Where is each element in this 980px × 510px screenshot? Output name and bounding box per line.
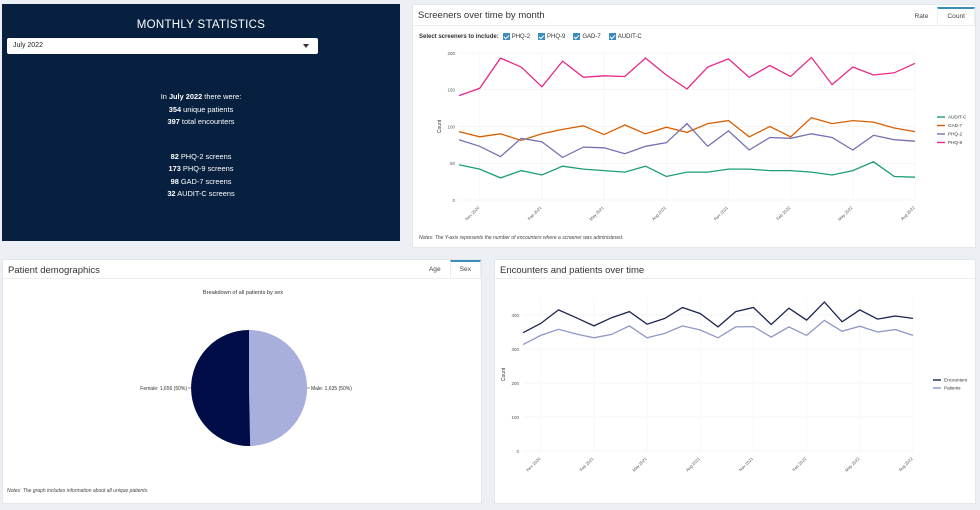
x-tick-label: May 2022 — [837, 205, 854, 222]
tab-sex[interactable]: Sex — [449, 260, 481, 279]
x-tick-label: Aug 2021 — [685, 456, 702, 473]
y-tick-label: 150 — [447, 88, 455, 93]
screeners-note: Notes: The Y-axis represents the number … — [419, 235, 624, 241]
month-select-value: July 2022 — [13, 42, 43, 49]
x-tick-label: Nov 2021 — [713, 205, 730, 222]
legend-label: Patients — [944, 386, 961, 391]
series-line-encounters — [522, 301, 914, 334]
stat-phq9: 173 PHQ-9 screens — [168, 164, 234, 173]
series-line-audit-c — [458, 161, 916, 179]
stat-auditc: 32 AUDIT-C screens — [167, 189, 235, 198]
pie-label-female: Female: 1,656 (50%) — [140, 386, 187, 392]
check-icon — [538, 33, 546, 40]
y-tick-label: 50 — [450, 161, 456, 166]
screener-select-label: Select screeners to include: — [419, 33, 499, 40]
demographics-tabs: Age Sex — [420, 260, 481, 279]
screeners-line-chart: 0 50 100 150 200 Nov 2020 Feb 2021 May 2021 Aug … — [437, 51, 967, 222]
series-line-phq-2 — [458, 122, 916, 159]
y-tick-label: 200 — [447, 51, 455, 56]
x-tick-label: Aug 2022 — [897, 456, 914, 473]
demographics-note: Notes: The graph includes information ab… — [7, 488, 149, 494]
sex-pie-chart: Breakdown of all patients by sex Female: … — [140, 290, 352, 446]
checkbox-phq9[interactable]: PHQ-9 — [538, 33, 565, 40]
checkbox-auditc[interactable]: AUDIT-C — [608, 33, 642, 40]
legend-label: AUDIT-C — [948, 115, 967, 120]
stat-total-encounters: 397 total encounters — [167, 117, 235, 126]
x-tick-label: Nov 2021 — [738, 456, 755, 473]
x-tick-label: Aug 2021 — [651, 205, 668, 222]
screeners-panel: Screeners over time by month Rate Count … — [412, 4, 976, 248]
y-tick-label: 0 — [452, 198, 455, 203]
stat-phq2: 82 PHQ-2 screens — [170, 151, 232, 161]
encounters-panel: Encounters and patients over time 0 100 20… — [494, 259, 976, 504]
pie-title: Breakdown of all patients by sex — [203, 290, 283, 296]
stats-intro: In July 2022 there were: — [160, 92, 242, 101]
screeners-title: Screeners over time by month — [418, 10, 545, 21]
y-tick-label: 100 — [511, 415, 519, 420]
stat-unique-patients: 354 unique patients — [168, 104, 234, 114]
y-tick-label: 0 — [516, 449, 519, 454]
monthly-stats-summary: In July 2022 there were: 354 unique pati… — [2, 91, 400, 201]
stats-month: July 2022 — [168, 92, 203, 101]
series-line-phq-9 — [458, 56, 916, 97]
chevron-down-icon — [303, 44, 309, 48]
check-icon — [608, 33, 616, 40]
legend-label: PHQ-9 — [948, 140, 962, 145]
x-tick-label: Feb 2022 — [775, 205, 792, 222]
screeners-tabs: Rate Count — [905, 7, 975, 26]
x-tick-label: Nov 2020 — [525, 456, 542, 473]
x-tick-label: Feb 2022 — [791, 456, 808, 473]
pie-label-male: Male: 1,635 (50%) — [311, 386, 352, 392]
tab-age[interactable]: Age — [428, 266, 441, 273]
x-tick-label: May 2021 — [631, 456, 648, 473]
stat-gad7: 98 GAD-7 screens — [170, 176, 232, 186]
x-tick-label: Aug 2022 — [899, 205, 916, 222]
tab-count[interactable]: Count — [937, 7, 975, 26]
screener-checkboxes: Select screeners to include: PHQ-2 PHQ-9… — [419, 33, 648, 40]
y-tick-label: 100 — [447, 124, 455, 129]
month-select[interactable]: July 2022 — [7, 38, 318, 54]
legend-label: Encounters — [944, 378, 968, 383]
legend-label: GAD-7 — [948, 123, 962, 128]
y-tick-label: 200 — [511, 381, 519, 386]
checkbox-gad7[interactable]: GAD-7 — [573, 33, 601, 40]
encounters-title: Encounters and patients over time — [500, 265, 645, 276]
pie-slice-female — [191, 330, 251, 446]
encounters-line-chart: 0 100 200 300 400 Nov 2020 Feb 2021 May 2021 Aug… — [501, 298, 968, 473]
tab-rate[interactable]: Rate — [914, 13, 929, 20]
x-tick-label: May 2021 — [588, 205, 605, 222]
x-tick-label: May 2022 — [844, 456, 861, 473]
x-tick-label: Nov 2020 — [464, 205, 481, 222]
check-icon — [502, 33, 510, 40]
x-tick-label: Feb 2021 — [527, 205, 544, 222]
y-tick-label: 300 — [511, 347, 519, 352]
monthly-statistics-title: MONTHLY STATISTICS — [136, 19, 266, 31]
monthly-statistics-panel: MONTHLY STATISTICS July 2022 In July 202… — [2, 4, 400, 241]
x-tick-label: Feb 2021 — [579, 456, 596, 473]
checkbox-phq2[interactable]: PHQ-2 — [502, 33, 530, 40]
y-axis-label: Count — [501, 367, 507, 381]
pie-slice-male — [249, 329, 308, 446]
y-tick-label: 400 — [511, 313, 519, 318]
demographics-title: Patient demographics — [8, 265, 100, 276]
series-line-patients — [522, 319, 914, 346]
check-icon — [573, 33, 581, 40]
y-axis-label: Count — [437, 119, 443, 133]
legend-label: PHQ-2 — [948, 132, 962, 137]
series-line-gad-7 — [458, 116, 916, 142]
demographics-panel: Patient demographics Age Sex Breakdown o… — [2, 259, 482, 504]
